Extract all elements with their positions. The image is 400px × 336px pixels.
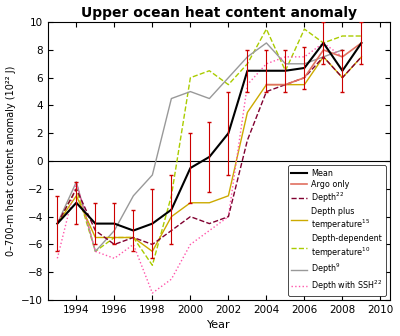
Y-axis label: 0–700-m heat content anomaly (10²² J): 0–700-m heat content anomaly (10²² J) xyxy=(6,66,16,256)
Legend: Mean, Argo only, Depth$^{22}$, Depth plus
temperature$^{15}$, Depth-dependent
te: Mean, Argo only, Depth$^{22}$, Depth plu… xyxy=(288,165,386,296)
Title: Upper ocean heat content anomaly: Upper ocean heat content anomaly xyxy=(81,6,357,19)
X-axis label: Year: Year xyxy=(207,321,231,330)
